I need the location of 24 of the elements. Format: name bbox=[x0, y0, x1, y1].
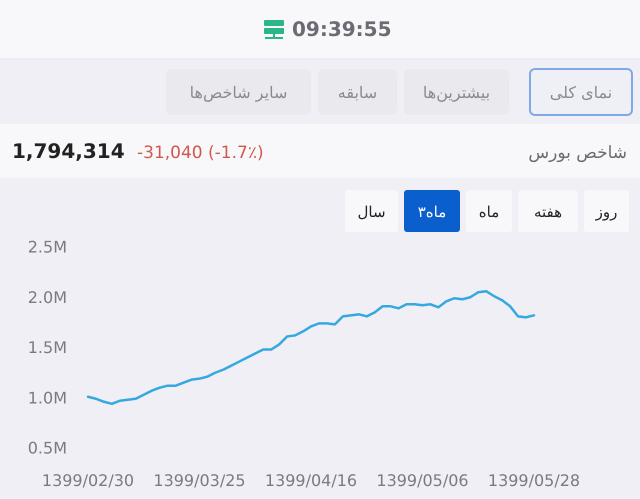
x-tick-label: 1399/05/28 bbox=[488, 471, 580, 490]
y-tick-label: 0.5M bbox=[28, 438, 67, 458]
x-tick-label: 1399/03/25 bbox=[153, 471, 246, 490]
x-tick-label: 1399/04/16 bbox=[264, 471, 358, 490]
text: ماه bbox=[478, 203, 500, 221]
x-tick-label: 1399/05/06 bbox=[376, 471, 469, 490]
text: سابقه bbox=[338, 83, 378, 102]
y-tick-label: 1.0M bbox=[28, 388, 67, 408]
y-tick-label: 1.5M bbox=[28, 338, 67, 358]
y-tick-label: 2.5M bbox=[28, 238, 67, 257]
text: -31,040 (-1.7٪) bbox=[137, 143, 264, 163]
y-tick-label: 2.0M bbox=[28, 288, 67, 307]
x-tick-label: 1399/02/30 bbox=[42, 471, 134, 490]
line-series bbox=[86, 290, 536, 406]
text: 09:39:55 bbox=[292, 17, 392, 41]
text: شاخص بورس bbox=[528, 143, 627, 163]
text: بیشترین‌ها bbox=[422, 83, 490, 102]
text: نمای کلی bbox=[550, 83, 612, 102]
text: هفته bbox=[534, 203, 562, 221]
text: سایر شاخص‌ها bbox=[190, 83, 288, 102]
text: روز bbox=[594, 203, 618, 221]
text: سال bbox=[357, 203, 386, 221]
text: 1,794,314 bbox=[12, 139, 125, 163]
text: ۳ماه bbox=[418, 203, 446, 221]
